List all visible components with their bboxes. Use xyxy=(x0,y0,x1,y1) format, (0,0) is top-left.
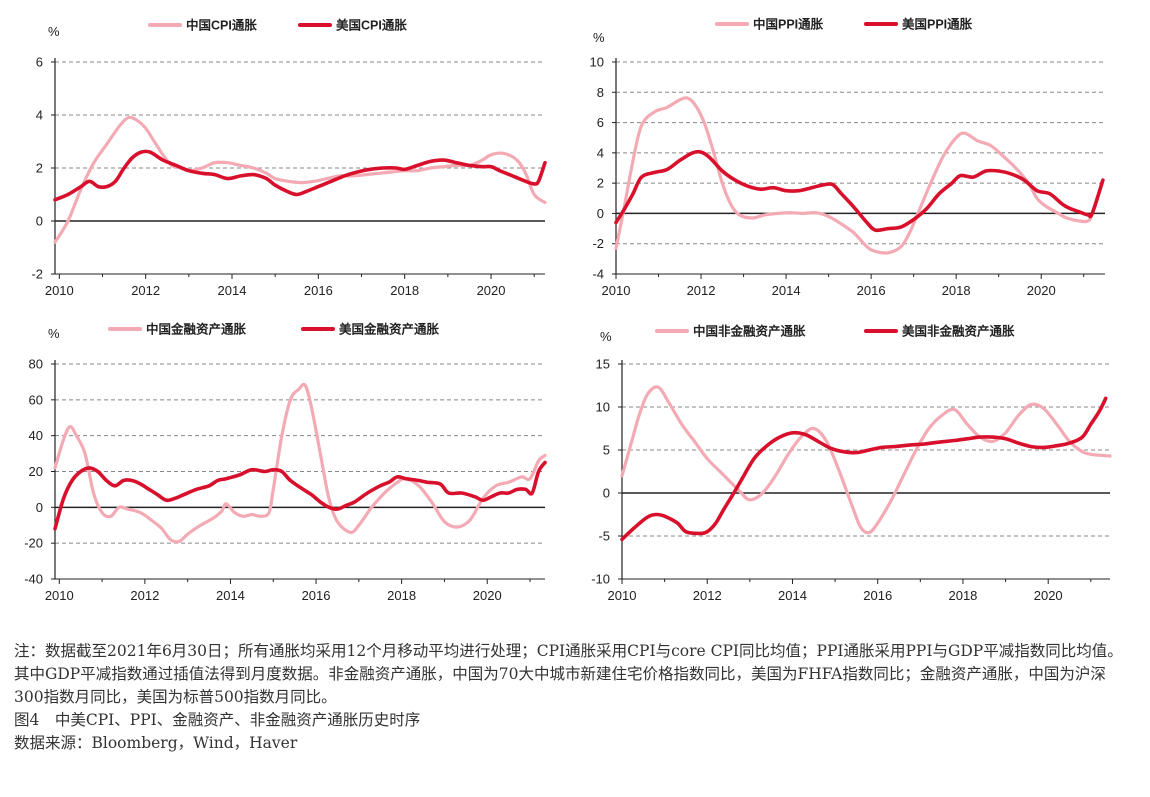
legend-label: 美国PPI通胀 xyxy=(902,17,973,32)
x-tick-label: 2016 xyxy=(863,588,892,603)
legend-label: 中国金融资产通胀 xyxy=(146,322,247,337)
x-tick-label: 2020 xyxy=(1027,283,1056,298)
x-tick-label: 2010 xyxy=(45,283,74,298)
y-tick-label: 10 xyxy=(596,400,610,415)
x-tick-label: 2018 xyxy=(948,588,977,603)
chart-1: % 中国CPI通胀 美国CPI通胀 -2 0 2 4 6 2010 2012 2014 2016 201… xyxy=(31,18,547,298)
y-tick-label: 8 xyxy=(597,85,604,100)
y-tick-label: 5 xyxy=(603,443,610,458)
y-tick-label: 0 xyxy=(603,486,610,501)
y-tick-label: -10 xyxy=(591,572,610,587)
y-tick-label: 0 xyxy=(36,500,43,515)
x-tick-label: 2010 xyxy=(45,588,74,603)
series-line-china xyxy=(614,96,1105,255)
series-line-china xyxy=(620,385,1112,535)
y-tick-label: 0 xyxy=(36,214,43,229)
x-tick-label: 2020 xyxy=(477,283,506,298)
y-unit-label: % xyxy=(593,30,605,45)
notes-block: 注：数据截至2021年6月30日；所有通胀均采用12个月移动平均进行处理；CPI… xyxy=(14,640,1134,755)
y-tick-label: 20 xyxy=(29,464,43,479)
series-line-us xyxy=(53,149,547,202)
x-tick-label: 2014 xyxy=(778,588,807,603)
series-line-us xyxy=(53,460,547,531)
legend-label: 中国PPI通胀 xyxy=(753,17,824,32)
x-tick-label: 2012 xyxy=(693,588,722,603)
y-tick-label: -2 xyxy=(592,236,604,251)
y-tick-label: -4 xyxy=(592,267,604,282)
legend-label: 美国非金融资产通胀 xyxy=(902,324,1015,339)
x-tick-label: 2014 xyxy=(218,283,247,298)
x-tick-label: 2018 xyxy=(387,588,416,603)
y-tick-label: 2 xyxy=(597,176,604,191)
x-tick-label: 2012 xyxy=(131,283,160,298)
y-tick-label: 2 xyxy=(36,161,43,176)
x-tick-label: 2016 xyxy=(857,283,886,298)
x-tick-label: 2012 xyxy=(130,588,159,603)
series-line-china xyxy=(53,382,547,544)
y-tick-label: -5 xyxy=(598,529,610,544)
x-tick-label: 2018 xyxy=(390,283,419,298)
x-tick-label: 2018 xyxy=(942,283,971,298)
series-line-us xyxy=(620,396,1108,542)
y-unit-label: % xyxy=(600,329,612,344)
y-tick-label: -40 xyxy=(24,572,43,587)
x-tick-label: 2020 xyxy=(1034,588,1063,603)
chart-2: % 中国PPI通胀 美国PPI通胀 -4 -2 0 2 4 6 8 10 2010 2012 2014 20… xyxy=(590,17,1105,298)
x-tick-label: 2010 xyxy=(602,283,631,298)
y-tick-label: -2 xyxy=(31,267,43,282)
x-tick-label: 2010 xyxy=(608,588,637,603)
x-tick-label: 2016 xyxy=(304,283,333,298)
chart-4: % 中国非金融资产通胀 美国非金融资产通胀 -10 -5 0 5 10 15 2010 2012 20… xyxy=(591,324,1112,603)
legend-label: 中国CPI通胀 xyxy=(186,18,257,33)
x-tick-label: 2014 xyxy=(772,283,801,298)
x-tick-label: 2020 xyxy=(473,588,502,603)
y-tick-label: 6 xyxy=(597,115,604,130)
x-tick-label: 2016 xyxy=(302,588,331,603)
y-tick-label: 10 xyxy=(590,55,604,70)
y-unit-label: % xyxy=(48,24,60,39)
y-tick-label: 6 xyxy=(36,55,43,70)
x-tick-label: 2014 xyxy=(216,588,245,603)
y-tick-label: 15 xyxy=(596,357,610,372)
y-tick-label: 80 xyxy=(29,357,43,372)
legend-label: 美国金融资产通胀 xyxy=(339,322,440,337)
footnote: 注：数据截至2021年6月30日；所有通胀均采用12个月移动平均进行处理；CPI… xyxy=(14,642,1123,706)
y-unit-label: % xyxy=(48,326,60,341)
chart-3: % 中国金融资产通胀 美国金融资产通胀 -40 -20 0 20 40 60 80 2010 2012… xyxy=(24,322,547,603)
series-line-us xyxy=(614,149,1105,233)
x-tick-label: 2012 xyxy=(687,283,716,298)
y-tick-label: -20 xyxy=(24,536,43,551)
legend-label: 中国非金融资产通胀 xyxy=(693,324,806,339)
data-source: 数据来源：Bloomberg，Wind，Haver xyxy=(14,734,298,752)
y-tick-label: 4 xyxy=(36,108,43,123)
series-line-china xyxy=(53,115,547,244)
y-tick-label: 40 xyxy=(29,428,43,443)
y-tick-label: 0 xyxy=(597,206,604,221)
y-tick-label: 60 xyxy=(29,392,43,407)
legend-label: 美国CPI通胀 xyxy=(336,18,407,33)
figure-caption: 图4 中美CPI、PPI、金融资产、非金融资产通胀历史时序 xyxy=(14,711,421,729)
y-tick-label: 4 xyxy=(597,145,604,160)
